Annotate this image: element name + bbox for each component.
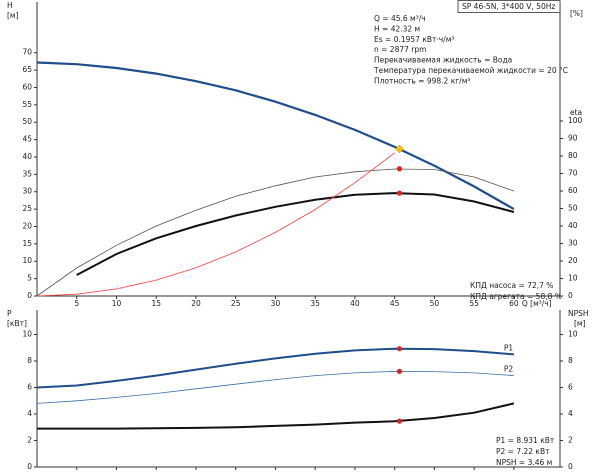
y2-tick-label: 20 [568,256,578,265]
y2-tick-label: 50 [568,204,578,213]
duty-point [396,418,403,424]
x-tick-label: 30 [271,299,281,308]
note: КПД насоса = 72,7 % [470,281,553,290]
note: P1 = 8.931 кВт [496,436,555,445]
note: NPSH = 3.46 м [496,458,552,467]
curve-label: P2 [504,365,514,374]
y-tick-label: 5 [27,274,32,283]
y-tick-label: 8 [27,356,32,365]
x-tick-label: 15 [151,299,161,308]
y-tick-label: 50 [22,117,32,126]
y-tick-label: 40 [22,152,32,161]
x-tick-label: 35 [310,299,320,308]
curve [36,152,395,297]
y-tick-label: 0 [27,291,32,300]
note: КПД агрегата = 58,8 % [470,292,562,301]
y2-tick-label: 0 [568,291,573,300]
y-tick-label: 35 [22,169,32,178]
annotation: Q = 45.6 м³/ч [374,14,426,23]
y-tick-label: 30 [22,187,32,196]
y-tick-label: 20 [22,221,32,230]
annotation: Температура перекачиваемой жидкости = 20… [373,66,568,75]
y-axis-label: P [7,309,12,318]
y2-tick-label: 2 [568,436,573,445]
y-tick-label: 45 [22,135,32,144]
y-tick-label: 10 [22,256,32,265]
y2-tick-label: 100 [568,116,583,125]
y-tick-label: 65 [22,65,32,74]
x-tick-label: 55 [469,299,479,308]
y2-tick-label: 40 [568,221,578,230]
y2-tick-label: 80 [568,151,578,160]
x-tick-label: 45 [390,299,400,308]
x-tick-label: 40 [350,299,360,308]
y2-tick-label: 30 [568,239,578,248]
x-tick-label: 25 [231,299,241,308]
y2-axis-unit: [%] [570,9,583,18]
chart-title: SP 46-5N, 3*400 V, 50Hz [462,2,555,11]
y-tick-label: 60 [22,82,32,91]
curve [36,370,514,404]
y2-tick-label: 70 [568,169,578,178]
y-tick-label: 70 [22,48,32,57]
x-tick-label: 20 [191,299,201,308]
note: P2 = 7.22 кВт [496,447,550,456]
y-axis-label: H [7,1,13,10]
annotation: Плотность = 998.2 кг/м³ [374,76,470,85]
y2-axis-label: eta [570,108,582,117]
y2-tick-label: 4 [568,409,573,418]
y2-tick-label: 90 [568,134,578,143]
y-tick-label: 0 [27,462,32,471]
y2-axis-unit: [м] [574,319,586,328]
x-axis-label: Q [м³/ч] [522,299,552,308]
annotation: Перекачиваемая жидкость = Вода [374,56,512,65]
y-tick-label: 4 [27,409,32,418]
curve-label: P1 [504,343,514,352]
curve [36,347,514,389]
curve [37,402,515,430]
y-tick-label: 55 [22,100,32,109]
duty-point [396,368,403,374]
y2-tick-label: 8 [568,356,573,365]
y2-tick-label: 0 [568,462,573,471]
y2-tick-label: 60 [568,186,578,195]
y-axis-unit: [м] [7,11,19,20]
title-box [457,0,561,13]
y2-tick-label: 10 [568,274,578,283]
curve [76,192,515,276]
y2-tick-label: 6 [568,383,573,392]
y-tick-label: 6 [27,383,32,392]
duty-point [396,190,403,196]
duty-point [396,166,403,172]
y-tick-label: 15 [22,239,32,248]
duty-point [395,144,404,154]
y-tick-label: 10 [22,330,32,339]
y-axis-unit: [кВт] [7,319,27,328]
y-tick-label: 2 [27,436,32,445]
y2-axis-label: NPSH [568,309,589,318]
y2-tick-label: 10 [568,330,578,339]
annotation: H = 42.32 м [374,24,420,33]
x-tick-label: 5 [74,299,79,308]
duty-point [396,346,403,352]
x-tick-label: 10 [112,299,122,308]
y-tick-label: 25 [22,204,32,213]
annotation: Es = 0.1957 кВт·ч/м³ [374,35,454,44]
x-tick-label: 50 [430,299,440,308]
x-tick-label: 60 [509,299,519,308]
curve [36,61,515,211]
curve [36,168,515,297]
annotation: n = 2877 rpm [374,45,426,54]
